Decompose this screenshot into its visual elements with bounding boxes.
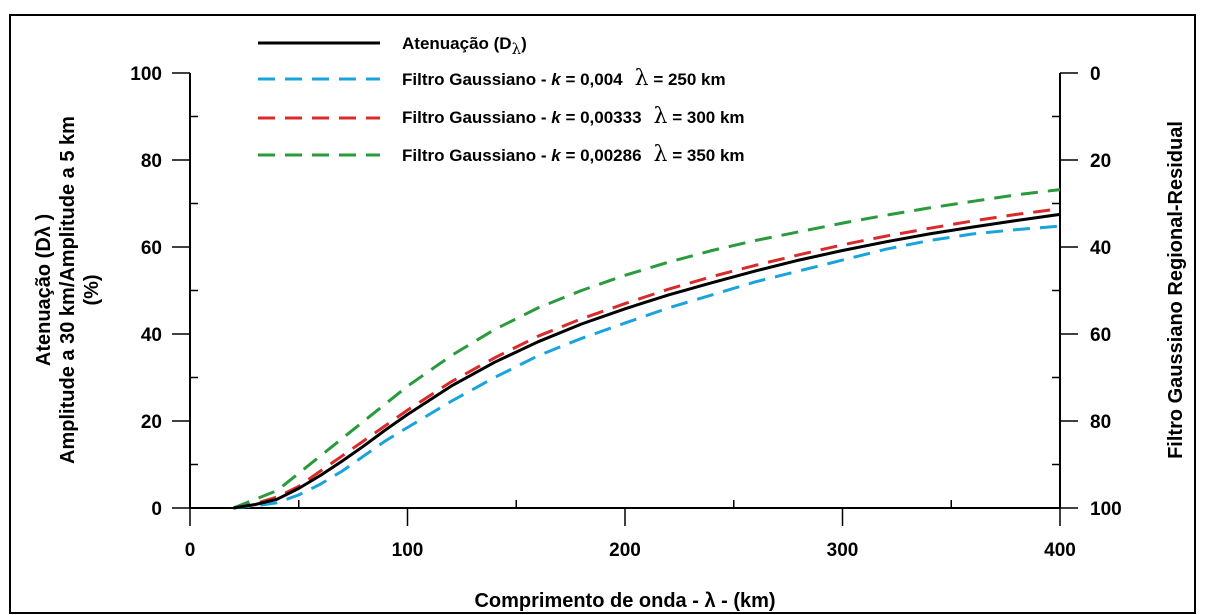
axes (189, 73, 1061, 509)
legend-label-filter-250: Filtro Gaussiano - k = 0,004 λ = 250 km (402, 66, 726, 91)
legend-filter-350-suffix: = 350 km (668, 146, 745, 165)
legend-attenuation-sub: λ (512, 40, 522, 58)
y-axis-left-label: Atenuação (Dλ ) Amplitude a 30 km/Amplit… (33, 116, 103, 464)
series-filter-300 (233, 207, 1061, 510)
y-left-tick-label: 100 (130, 64, 162, 85)
legend-filter-250-suffix: = 250 km (649, 70, 726, 89)
y-axis-right-label: Filtro Gaussiano Regional-Residual (1165, 121, 1187, 459)
x-tick-label: 200 (609, 540, 641, 561)
legend-filter-250-lambda: λ (635, 66, 649, 91)
y-axis-left-label-line-2: Amplitude a 30 km/Amplitude a 5 km (57, 116, 79, 464)
legend-filter-250-k: k (551, 70, 562, 89)
y-left-tick-label: 20 (141, 412, 162, 433)
y-right-tick-label: 80 (1090, 412, 1111, 433)
y-left-tick-label: 0 (151, 499, 162, 520)
series-group (232, 188, 1061, 510)
legend-filter-300-k: k (551, 108, 562, 127)
y-left-tick-label: 60 (141, 238, 162, 259)
chart-frame (9, 14, 1196, 614)
legend-label-filter-350: Filtro Gaussiano - k = 0,00286 λ = 350 km (402, 142, 745, 167)
y-axis-left-label-line-3: (%) (81, 274, 103, 305)
y-right-tick-label: 100 (1090, 499, 1122, 520)
y-right-tick-label: 0 (1090, 64, 1101, 85)
legend-filter-250-kval: = 0,004 (561, 70, 623, 89)
legend-filter-350-lambda: λ (654, 142, 668, 167)
series-filter-350 (232, 188, 1061, 510)
legend-filter-300-suffix: = 300 km (668, 108, 745, 127)
ticks (172, 72, 1078, 526)
x-tick-label: 400 (1044, 540, 1076, 561)
x-axis-label: Comprimento de onda - λ - (km) (474, 590, 775, 612)
legend: Atenuação (Dλ) Filtro Gaussiano - k = 0,… (258, 34, 745, 167)
x-tick-label: 300 (827, 540, 859, 561)
y-left-tick-label: 40 (141, 325, 162, 346)
legend-filter-300-lambda: λ (654, 104, 668, 129)
legend-filter-300-kval: = 0,00333 (561, 108, 642, 127)
x-tick-label: 0 (185, 540, 196, 561)
legend-label-filter-300: Filtro Gaussiano - k = 0,00333 λ = 300 km (402, 104, 745, 129)
legend-filter-350-prefix: Filtro Gaussiano - (402, 146, 551, 165)
y-right-tick-label: 20 (1090, 151, 1111, 172)
legend-filter-350-kval: = 0,00286 (561, 146, 642, 165)
y-right-tick-label: 60 (1090, 325, 1111, 346)
legend-filter-350-k: k (551, 146, 562, 165)
series-attenuation (233, 212, 1061, 510)
legend-attenuation-suffix: ) (521, 34, 527, 53)
x-tick-label: 100 (392, 540, 424, 561)
y-left-tick-label: 80 (141, 151, 162, 172)
y-axis-left-label-line-1: Atenuação (Dλ ) (33, 214, 55, 366)
y-axis-right-label-text: Filtro Gaussiano Regional-Residual (1165, 121, 1187, 459)
y-right-tick-label: 40 (1090, 238, 1111, 259)
legend-filter-250-prefix: Filtro Gaussiano - (402, 70, 551, 89)
legend-attenuation-prefix: Atenuação (D (402, 34, 512, 53)
legend-filter-300-prefix: Filtro Gaussiano - (402, 108, 551, 127)
series-filter-250 (233, 224, 1061, 510)
legend-label-attenuation: Atenuação (Dλ) (402, 34, 527, 58)
